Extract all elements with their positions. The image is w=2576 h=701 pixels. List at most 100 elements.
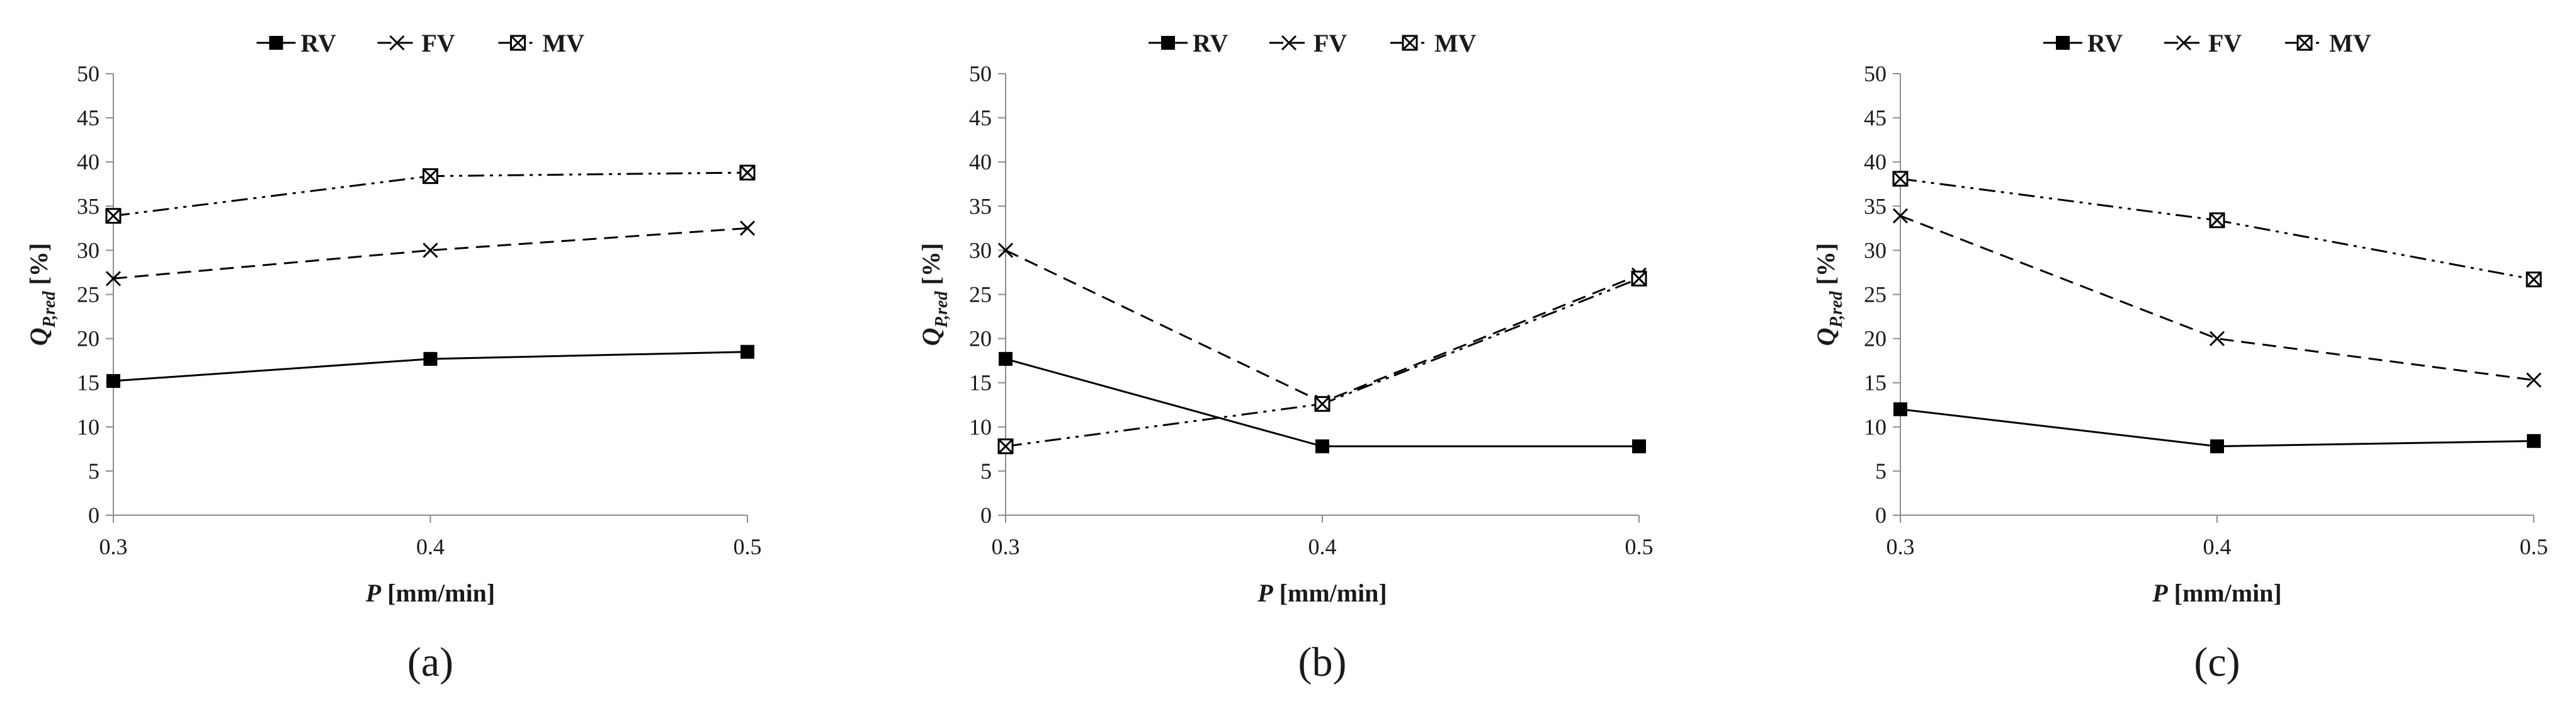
x-tick-label: 0.4 (2203, 534, 2232, 559)
panel-label: (a) (407, 639, 453, 685)
cross-marker (1281, 35, 1297, 51)
cross-marker (997, 242, 1014, 258)
y-tick-label: 25 (77, 282, 99, 307)
y-tick-label: 45 (1864, 105, 1887, 130)
boxed-cross-lines (739, 164, 756, 181)
square-marker (740, 345, 754, 359)
series-line (1900, 215, 2534, 381)
y-tick-label: 25 (969, 282, 992, 307)
y-tick-label: 35 (77, 193, 99, 219)
data-point (1314, 396, 1331, 412)
x-tick-label: 0.5 (2520, 534, 2548, 559)
cross-marker (1892, 208, 1909, 224)
boxed-cross-lines (997, 438, 1014, 454)
legend-item-mv: MV (498, 29, 584, 57)
series-rv (1893, 402, 2541, 453)
y-tick-label: 15 (969, 370, 992, 396)
y-tick-label: 30 (77, 237, 99, 263)
legend-item-fv: FV (2164, 29, 2242, 57)
data-point (997, 242, 1014, 258)
legend-label: RV (1193, 29, 1228, 57)
y-tick-label: 40 (1864, 149, 1887, 174)
data-point (105, 208, 122, 224)
cross-marker (423, 242, 438, 258)
x-tick-label: 0.5 (1625, 534, 1654, 559)
y-tick-label: 20 (77, 326, 99, 351)
y-tick-label: 40 (969, 149, 992, 174)
cross-marker (739, 220, 756, 236)
series-mv (105, 164, 756, 224)
y-tick-label: 50 (77, 61, 99, 86)
series-mv (1892, 171, 2542, 288)
legend-marker (1402, 35, 1418, 51)
x-axis-symbol: P (1257, 579, 1273, 607)
y-tick-label: 25 (1864, 282, 1887, 307)
y-tick-label: 0 (1875, 503, 1887, 528)
data-point (423, 242, 438, 258)
y-axis-label: QP,red [%] (917, 243, 951, 346)
data-point (2526, 372, 2542, 388)
y-tick-label: 10 (77, 414, 99, 440)
data-point (105, 271, 122, 287)
y-axis-subscript: P,red (40, 290, 59, 328)
y-axis-unit: [%] (917, 243, 945, 292)
y-tick-label: 15 (1864, 370, 1887, 396)
boxed-cross-lines (2296, 35, 2313, 51)
boxed-cross-lines (2209, 212, 2225, 228)
y-tick-label: 30 (1864, 237, 1887, 263)
series-rv (106, 345, 754, 388)
square-marker (1315, 439, 1329, 453)
legend-item-mv: MV (1390, 29, 1477, 57)
legend-item-mv: MV (2285, 29, 2371, 57)
cross-marker (105, 271, 122, 287)
series-fv (105, 220, 756, 287)
x-axis-unit: [mm/min] (2168, 579, 2282, 607)
series-rv (999, 351, 1646, 453)
data-point (739, 220, 756, 236)
y-tick-label: 5 (1875, 459, 1887, 484)
data-point (1893, 402, 1907, 416)
data-point (2526, 271, 2542, 288)
boxed-cross-lines (1892, 171, 1909, 186)
x-tick-label: 0.4 (416, 534, 445, 559)
y-tick-label: 5 (980, 459, 992, 484)
y-tick-label: 40 (77, 149, 99, 174)
square-marker (423, 351, 438, 366)
x-tick-label: 0.3 (1887, 534, 1915, 559)
panel-label: (c) (2194, 639, 2240, 685)
data-point (1315, 439, 1329, 453)
x-axis-label: P [mm/min] (365, 579, 496, 607)
data-point (739, 164, 756, 181)
data-point (2209, 212, 2225, 229)
boxed-cross-lines (1631, 271, 1647, 287)
legend: RV FV MV (1149, 29, 1477, 57)
chart-panel-b: 0 5 10 15 20 25 30 35 40 45 50 0.3 0.4 0.5 RV FV MV P [mm… (917, 29, 1654, 685)
y-tick-label: 45 (77, 105, 99, 130)
square-marker (2210, 439, 2224, 453)
boxed-cross-lines (423, 168, 438, 184)
legend-label: FV (1314, 29, 1347, 57)
series-fv (1892, 208, 2542, 388)
y-tick-label: 20 (969, 326, 992, 351)
y-axis-symbol: Q (917, 328, 945, 346)
y-axis-symbol: Q (1812, 328, 1840, 346)
chart-panel-a: 0 5 10 15 20 25 30 35 40 45 50 0.3 0.4 0.5 RV FV MV P [mm… (25, 29, 762, 685)
x-axis-label: P [mm/min] (2152, 579, 2282, 607)
y-axis-unit: [%] (1812, 243, 1840, 292)
square-marker (1161, 36, 1175, 50)
y-tick-label: 35 (1864, 193, 1887, 219)
y-tick-label: 10 (1864, 414, 1887, 440)
x-axis-symbol: P (365, 579, 382, 607)
x-tick-label: 0.5 (734, 534, 762, 559)
x-tick-label: 0.3 (992, 534, 1020, 559)
legend-item-rv: RV (256, 29, 336, 57)
y-tick-label: 0 (88, 503, 99, 528)
x-axis-unit: [mm/min] (381, 579, 495, 607)
legend-marker (510, 35, 526, 51)
y-axis-label: QP,red [%] (1812, 243, 1846, 346)
cross-marker (2526, 372, 2542, 388)
series-mv (997, 270, 1647, 455)
legend-label: RV (301, 29, 336, 57)
legend-item-rv: RV (1149, 29, 1228, 57)
boxed-cross-lines (1314, 396, 1331, 412)
